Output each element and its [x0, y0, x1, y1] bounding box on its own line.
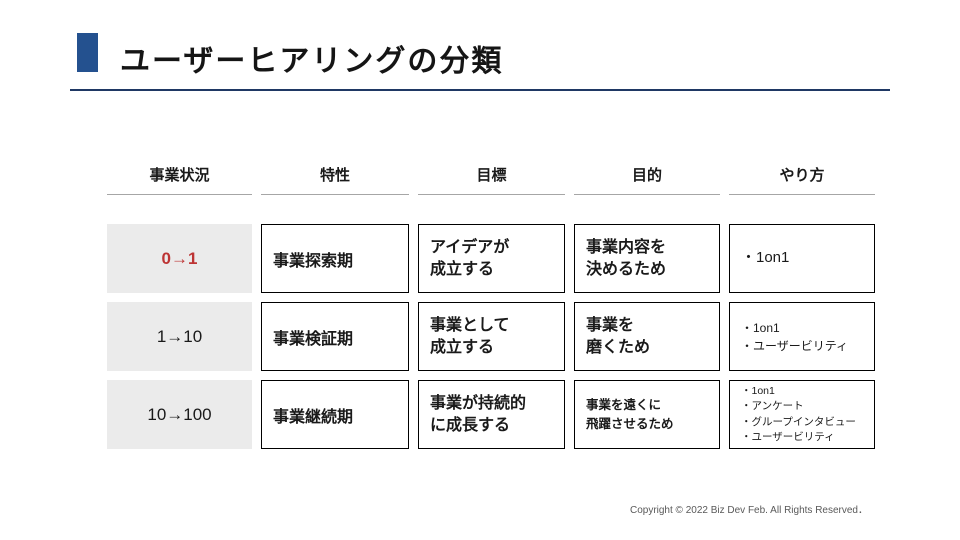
methods-cell-row2: ・1on1 ・ユーザービリティ [729, 302, 875, 371]
stage-cell-10to100: 10→100 [107, 380, 252, 449]
title-divider [70, 89, 890, 91]
classification-table: 0→1 事業探索期 アイデアが 成立する 事業内容を 決めるため ・1on1 1… [107, 224, 875, 449]
method-item: ・ユーザービリティ [741, 338, 849, 353]
method-item: ・ユーザービリティ [741, 430, 835, 443]
goal-line: 成立する [430, 338, 495, 356]
column-header-business-stage: 事業状況 [107, 155, 252, 195]
method-item: ・1on1 [741, 249, 790, 267]
feature-cell-row2: 事業検証期 [261, 302, 409, 371]
feature-text: 事業探索期 [273, 252, 354, 270]
method-item: ・1on1 [741, 385, 775, 398]
goal-line: アイデアが [430, 238, 510, 256]
title-accent-bar [77, 33, 98, 72]
purpose-line: 事業を遠くに [586, 398, 662, 413]
feature-cell-row3: 事業継続期 [261, 380, 409, 449]
copyright-text: Copyright © 2022 Biz Dev Feb. All Rights… [629, 505, 868, 516]
goal-line: 成立する [430, 260, 495, 278]
methods-cell-row1: ・1on1 [729, 224, 875, 293]
purpose-cell-row3: 事業を遠くに 飛躍させるため [574, 380, 720, 449]
column-header-method: やり方 [729, 155, 875, 195]
method-item: ・アンケート [741, 400, 804, 413]
column-header-characteristic: 特性 [261, 155, 409, 195]
purpose-line: 事業を [586, 316, 635, 334]
feature-text: 事業継続期 [273, 408, 354, 426]
goal-cell-row2: 事業として 成立する [418, 302, 565, 371]
feature-text: 事業検証期 [273, 330, 354, 348]
feature-cell-row1: 事業探索期 [261, 224, 409, 293]
method-item: ・グループインタビュー [741, 415, 856, 428]
purpose-line: 磨くため [586, 338, 651, 356]
goal-line: 事業として [430, 316, 510, 334]
column-header-goal: 目標 [418, 155, 565, 195]
methods-cell-row3: ・1on1 ・アンケート ・グループインタビュー ・ユーザービリティ [729, 380, 875, 449]
purpose-cell-row1: 事業内容を 決めるため [574, 224, 720, 293]
goal-cell-row1: アイデアが 成立する [418, 224, 565, 293]
stage-cell-0to1: 0→1 [107, 224, 252, 293]
goal-cell-row3: 事業が持続的 に成長する [418, 380, 565, 449]
stage-cell-1to10: 1→10 [107, 302, 252, 371]
purpose-line: 事業内容を [586, 238, 667, 256]
table-header-row: 事業状況 特性 目標 目的 やり方 [107, 155, 875, 195]
purpose-cell-row2: 事業を 磨くため [574, 302, 720, 371]
purpose-line: 決めるため [586, 260, 667, 278]
column-header-purpose: 目的 [574, 155, 720, 195]
page-title: ユーザーヒアリングの分類 [120, 45, 504, 78]
purpose-line: 飛躍させるため [586, 416, 674, 431]
goal-line: に成長する [430, 416, 511, 434]
goal-line: 事業が持続的 [430, 394, 527, 412]
method-item: ・1on1 [741, 320, 780, 335]
